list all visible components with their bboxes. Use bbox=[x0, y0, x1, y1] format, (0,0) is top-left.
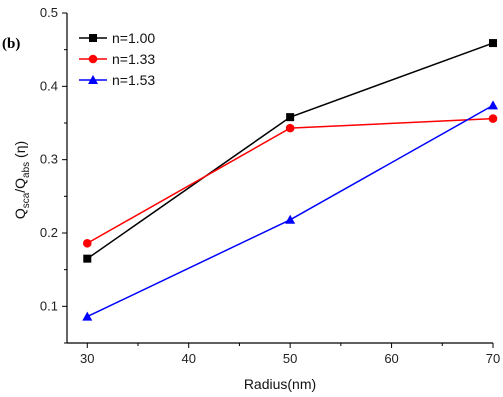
y-tick-label: 0.5 bbox=[40, 5, 58, 20]
legend-swatch-marker-n-1-33 bbox=[88, 54, 98, 64]
x-tick-label: 60 bbox=[384, 351, 398, 366]
y-axis-title-sca: sca bbox=[21, 192, 32, 208]
x-axis-title: Radius(nm) bbox=[244, 376, 316, 392]
y-tick-label: 0.2 bbox=[40, 225, 58, 240]
legend-label-n-1-33: n=1.33 bbox=[112, 51, 155, 67]
y-axis-title: Qsca/Qabs (η) bbox=[12, 141, 32, 219]
legend-label-n-1-53: n=1.53 bbox=[112, 72, 155, 88]
y-axis-title-q: Q bbox=[12, 208, 28, 219]
y-axis-title-eta: (η) bbox=[12, 141, 28, 162]
y-axis-title-slash: /Q bbox=[12, 178, 28, 193]
x-tick-label: 40 bbox=[181, 351, 195, 366]
series-layer bbox=[82, 39, 498, 321]
y-tick-label: 0.3 bbox=[40, 152, 58, 167]
legend-swatch-marker-n-1-00 bbox=[89, 34, 97, 42]
legend-label-n-1-00: n=1.00 bbox=[112, 30, 155, 46]
x-tick-label: 70 bbox=[486, 351, 500, 366]
x-ticks: 30 40 50 60 70 bbox=[80, 343, 500, 366]
x-tick-label: 30 bbox=[80, 351, 94, 366]
data-point-n-1-53 bbox=[488, 100, 498, 110]
series-line-n-1-33 bbox=[86, 117, 494, 244]
data-point-n-1-33 bbox=[488, 114, 498, 123]
panel-label: (b) bbox=[2, 36, 20, 52]
data-point-n-1-00 bbox=[286, 113, 295, 122]
y-axis-title-abs: abs bbox=[21, 162, 32, 178]
y-ticks: 0.1 0.2 0.3 0.4 0.5 bbox=[40, 5, 67, 344]
data-point-n-1-33 bbox=[285, 123, 295, 133]
data-point-n-1-53 bbox=[285, 214, 296, 224]
x-tick-label: 50 bbox=[283, 351, 297, 366]
data-point-n-1-00 bbox=[489, 39, 497, 48]
y-tick-label: 0.1 bbox=[40, 298, 58, 313]
series-line-n-1-53 bbox=[86, 104, 494, 318]
data-point-n-1-00 bbox=[83, 254, 92, 263]
data-point-n-1-53 bbox=[82, 311, 93, 321]
data-point-n-1-33 bbox=[82, 238, 92, 248]
legend: n=1.00 n=1.33 n=1.53 bbox=[79, 30, 155, 88]
y-tick-label: 0.4 bbox=[40, 78, 58, 93]
legend-swatch-marker-n-1-53 bbox=[88, 75, 98, 84]
